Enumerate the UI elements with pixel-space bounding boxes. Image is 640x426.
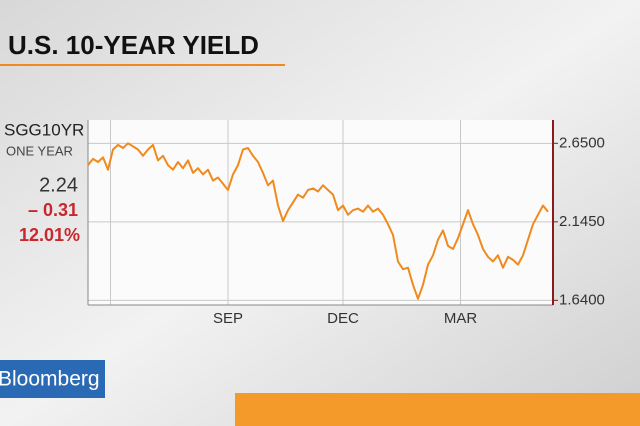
last-value: 2.24 [39, 174, 78, 196]
x-tick-label: SEP [213, 310, 243, 327]
line [87, 142, 549, 300]
y-tick-label: 2.6500 [559, 134, 605, 151]
chart-title: U.S. 10-YEAR YIELD [8, 30, 259, 60]
brand-box [0, 360, 105, 398]
ticker: SGG10YR [4, 120, 84, 139]
plot: 1.6400 2.1450 2.6500 SEP DEC MAR [87, 120, 605, 327]
period: ONE YEAR [6, 143, 73, 158]
x-tick-label: DEC [327, 310, 359, 327]
plot-area [88, 120, 553, 305]
x-tick-label: MAR [444, 310, 478, 327]
brand: Bloomberg [0, 368, 100, 391]
change: – 0.31 [28, 200, 78, 220]
lower-bar [235, 393, 640, 426]
y-tick-label: 1.6400 [559, 291, 605, 308]
change-percent: 12.01% [19, 225, 80, 245]
y-tick-label: 2.1450 [559, 213, 605, 230]
